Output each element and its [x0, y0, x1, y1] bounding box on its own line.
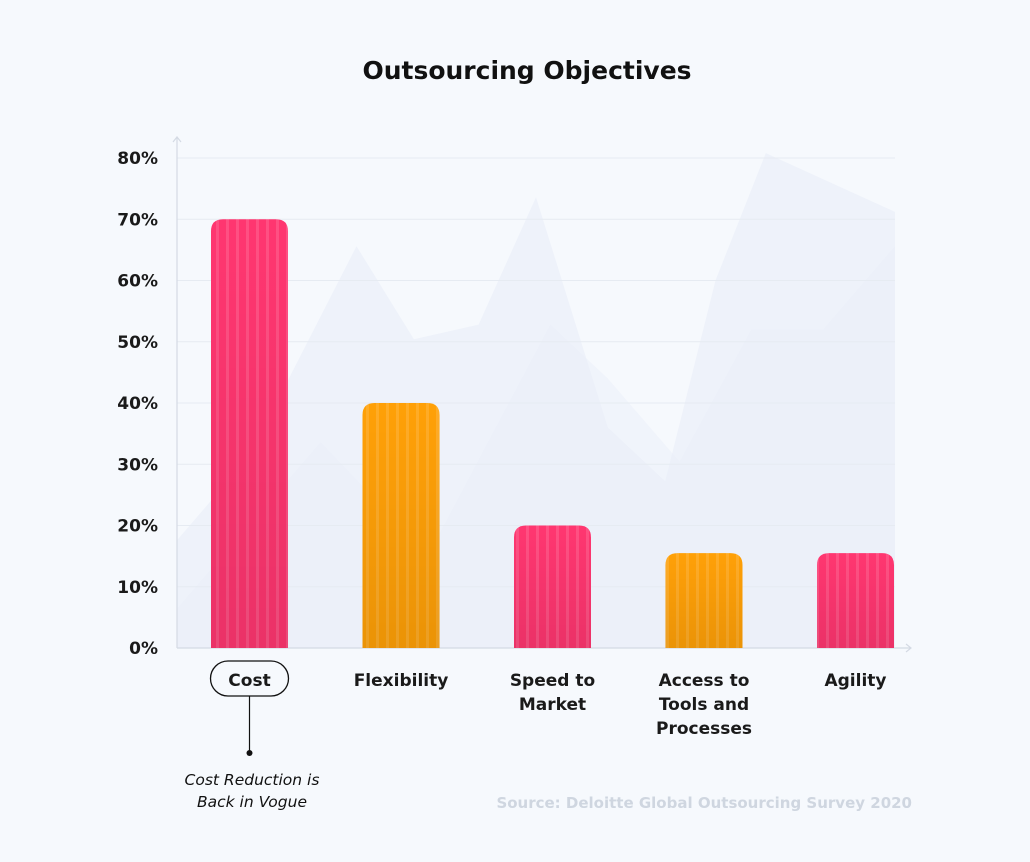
annotation-text: Cost Reduction is Back in Vogue [185, 771, 320, 811]
y-tick-label: 40% [117, 394, 158, 414]
bar-shade [211, 219, 288, 648]
x-tick-label: Speed to Market [510, 671, 595, 715]
y-tick-label: 0% [129, 639, 158, 659]
annotation-dot [246, 750, 253, 756]
x-tick-label-line: Market [519, 695, 586, 715]
annotation-text-line: Cost Reduction is [185, 771, 320, 789]
x-tick-label-line: Flexibility [354, 671, 449, 691]
y-tick-label: 70% [117, 210, 158, 230]
y-tick-label: 10% [117, 578, 158, 598]
y-tick-label: 20% [117, 517, 158, 537]
bar-shade [514, 525, 591, 648]
annotation: Cost Reduction is Back in Vogue [185, 696, 320, 811]
x-tick-label-line: Speed to [510, 671, 595, 691]
bar-access-to-tools-and-processes [665, 553, 743, 648]
bar-speed-to-market [514, 525, 591, 648]
x-axis-category-labels: Cost Flexibility Speed to Market Access to To… [209, 660, 887, 739]
x-tick-label: Access to Tools and Processes [656, 671, 752, 739]
y-axis-tick-labels: 0% 10% 20% 30% 40% 50% 60% 70% 80% [117, 149, 158, 659]
bar-agility [817, 553, 894, 648]
y-axis-arrow [172, 136, 182, 143]
background-area-watermark [177, 153, 895, 648]
watermark-shape [177, 246, 895, 648]
source-note: Source: Deloitte Global Outsourcing Surv… [496, 794, 912, 812]
x-tick-label-line: Access to [659, 671, 750, 691]
x-axis-arrow [905, 643, 912, 653]
bar-cost [211, 219, 288, 648]
chart-title: Outsourcing Objectives [362, 56, 691, 85]
x-tick-label-line: Processes [656, 719, 752, 739]
annotation-text-line: Back in Vogue [197, 793, 307, 811]
bar-shade [665, 553, 743, 648]
x-tick-label-line: Cost [228, 671, 270, 691]
bar-shade [362, 403, 440, 648]
x-tick-label-line: Tools and [659, 695, 749, 715]
x-tick-label: Agility [824, 671, 886, 691]
watermark-shape [177, 153, 895, 648]
bar-flexibility [362, 403, 440, 648]
gridlines [177, 157, 895, 588]
bars [211, 219, 894, 648]
bar-shade [817, 553, 894, 648]
y-tick-label: 60% [117, 272, 158, 292]
x-tick-label-line: Agility [824, 671, 886, 691]
x-tick-label: Flexibility [354, 671, 449, 691]
y-tick-label: 50% [117, 333, 158, 353]
x-tick-label: Cost [228, 671, 270, 691]
y-tick-label: 80% [117, 149, 158, 169]
y-tick-label: 30% [117, 455, 158, 475]
